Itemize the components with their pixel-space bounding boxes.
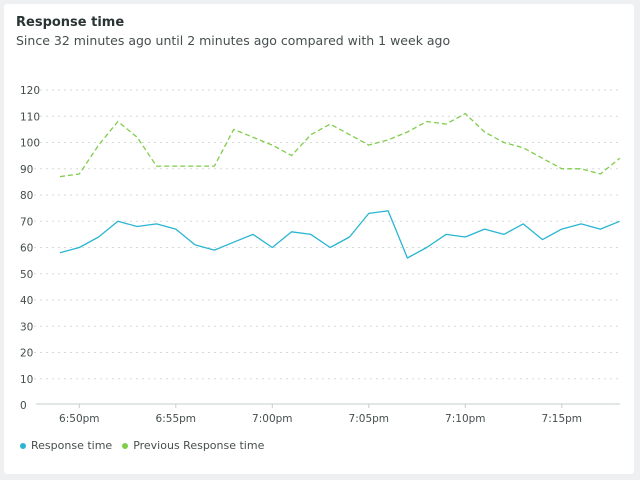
previous-response-time-point[interactable]: [328, 122, 333, 127]
y-tick-label: 120: [20, 85, 40, 97]
response-time-point[interactable]: [444, 232, 449, 237]
response-time-point[interactable]: [405, 256, 410, 261]
previous-response-time-point[interactable]: [58, 174, 63, 179]
previous-response-time-point[interactable]: [289, 153, 294, 158]
previous-response-time-point[interactable]: [96, 143, 101, 148]
previous-response-time-point[interactable]: [173, 164, 178, 169]
legend-label: Response time: [31, 439, 113, 452]
legend-dot-icon: [20, 442, 26, 449]
y-tick-label: 70: [20, 216, 33, 228]
previous-response-time-point[interactable]: [559, 166, 564, 171]
y-tick-label: 30: [20, 321, 33, 333]
y-tick-label: 40: [20, 295, 33, 307]
response-time-point[interactable]: [251, 232, 256, 237]
response-time-point[interactable]: [96, 235, 101, 240]
response-time-chart[interactable]: 0 10 20 30 40 50 60 70 80 90 100 110 120 6:50pm 6:55pm…: [0, 0, 640, 430]
previous-response-time-point[interactable]: [598, 172, 603, 177]
previous-response-time-point[interactable]: [212, 164, 217, 169]
response-time-point[interactable]: [579, 221, 584, 226]
response-time-point[interactable]: [463, 235, 468, 240]
previous-response-time-point[interactable]: [231, 127, 236, 132]
x-tick-label: 6:55pm: [156, 413, 196, 425]
previous-response-time-point[interactable]: [444, 122, 449, 127]
response-time-point[interactable]: [559, 227, 564, 232]
previous-response-time-point[interactable]: [521, 145, 526, 150]
previous-response-time-line[interactable]: [59, 112, 621, 178]
y-tick-label: 20: [20, 348, 33, 360]
response-time-point[interactable]: [521, 221, 526, 226]
previous-response-time-point[interactable]: [617, 156, 622, 161]
response-time-point[interactable]: [289, 229, 294, 234]
response-time-point[interactable]: [482, 227, 487, 232]
response-time-point[interactable]: [58, 250, 63, 255]
y-tick-label: 90: [20, 164, 33, 176]
chart-card: [4, 4, 634, 474]
previous-response-time-point[interactable]: [154, 164, 159, 169]
response-time-point[interactable]: [231, 240, 236, 245]
legend-item-previous-response-time[interactable]: Previous Response time: [122, 439, 264, 452]
response-time-point[interactable]: [212, 248, 217, 253]
response-time-point[interactable]: [386, 208, 391, 213]
response-time-point[interactable]: [77, 245, 82, 250]
x-tick-label: 7:15pm: [542, 413, 582, 425]
response-time-point[interactable]: [135, 224, 140, 229]
previous-response-time-point[interactable]: [347, 132, 352, 137]
response-time-point[interactable]: [366, 211, 371, 216]
response-time-point[interactable]: [501, 232, 506, 237]
legend-label: Previous Response time: [133, 439, 265, 452]
previous-response-time-point[interactable]: [115, 119, 120, 124]
previous-response-time-point[interactable]: [482, 130, 487, 135]
previous-response-time-point[interactable]: [540, 156, 545, 161]
x-tick-label: 6:50pm: [59, 413, 99, 425]
previous-response-time-point[interactable]: [135, 135, 140, 140]
legend-item-response-time[interactable]: Response time: [20, 439, 112, 452]
response-time-point[interactable]: [617, 219, 622, 224]
previous-response-time-point[interactable]: [424, 119, 429, 124]
response-time-point[interactable]: [154, 221, 159, 226]
response-time-point[interactable]: [115, 219, 120, 224]
y-tick-label: 0: [20, 400, 27, 412]
y-tick-label: 100: [20, 138, 40, 150]
response-time-line[interactable]: [59, 210, 620, 259]
previous-response-time-point[interactable]: [193, 164, 198, 169]
response-time-point[interactable]: [193, 242, 198, 247]
previous-response-time-point[interactable]: [270, 143, 275, 148]
y-tick-label: 80: [20, 190, 33, 202]
previous-response-time-point[interactable]: [463, 111, 468, 116]
legend-dot-icon: [122, 442, 129, 449]
y-tick-label: 110: [20, 111, 40, 123]
previous-response-time-point[interactable]: [77, 172, 82, 177]
y-tick-label: 60: [20, 243, 33, 255]
response-time-point[interactable]: [347, 235, 352, 240]
response-time-point[interactable]: [540, 237, 545, 242]
response-time-point[interactable]: [173, 227, 178, 232]
y-tick-label: 10: [20, 374, 33, 386]
x-tick-label: 7:10pm: [445, 413, 485, 425]
previous-response-time-point[interactable]: [501, 140, 506, 145]
previous-response-time-point[interactable]: [386, 137, 391, 142]
previous-response-time-point[interactable]: [308, 132, 313, 137]
previous-response-time-point[interactable]: [251, 135, 256, 140]
x-tick-label: 7:05pm: [349, 413, 389, 425]
y-tick-label: 50: [20, 269, 33, 281]
previous-response-time-point[interactable]: [366, 143, 371, 148]
previous-response-time-point[interactable]: [579, 166, 584, 171]
response-time-point[interactable]: [424, 245, 429, 250]
chart-title: Response time: [16, 15, 125, 30]
chart-subtitle: Since 32 minutes ago until 2 minutes ago…: [16, 33, 451, 48]
response-time-point[interactable]: [328, 245, 333, 250]
previous-response-time-point[interactable]: [405, 130, 410, 135]
x-tick-label: 7:00pm: [252, 413, 292, 425]
chart-legend: Response time Previous Response time: [20, 439, 274, 452]
response-time-point[interactable]: [270, 245, 275, 250]
response-time-point[interactable]: [308, 232, 313, 237]
response-time-point[interactable]: [598, 227, 603, 232]
